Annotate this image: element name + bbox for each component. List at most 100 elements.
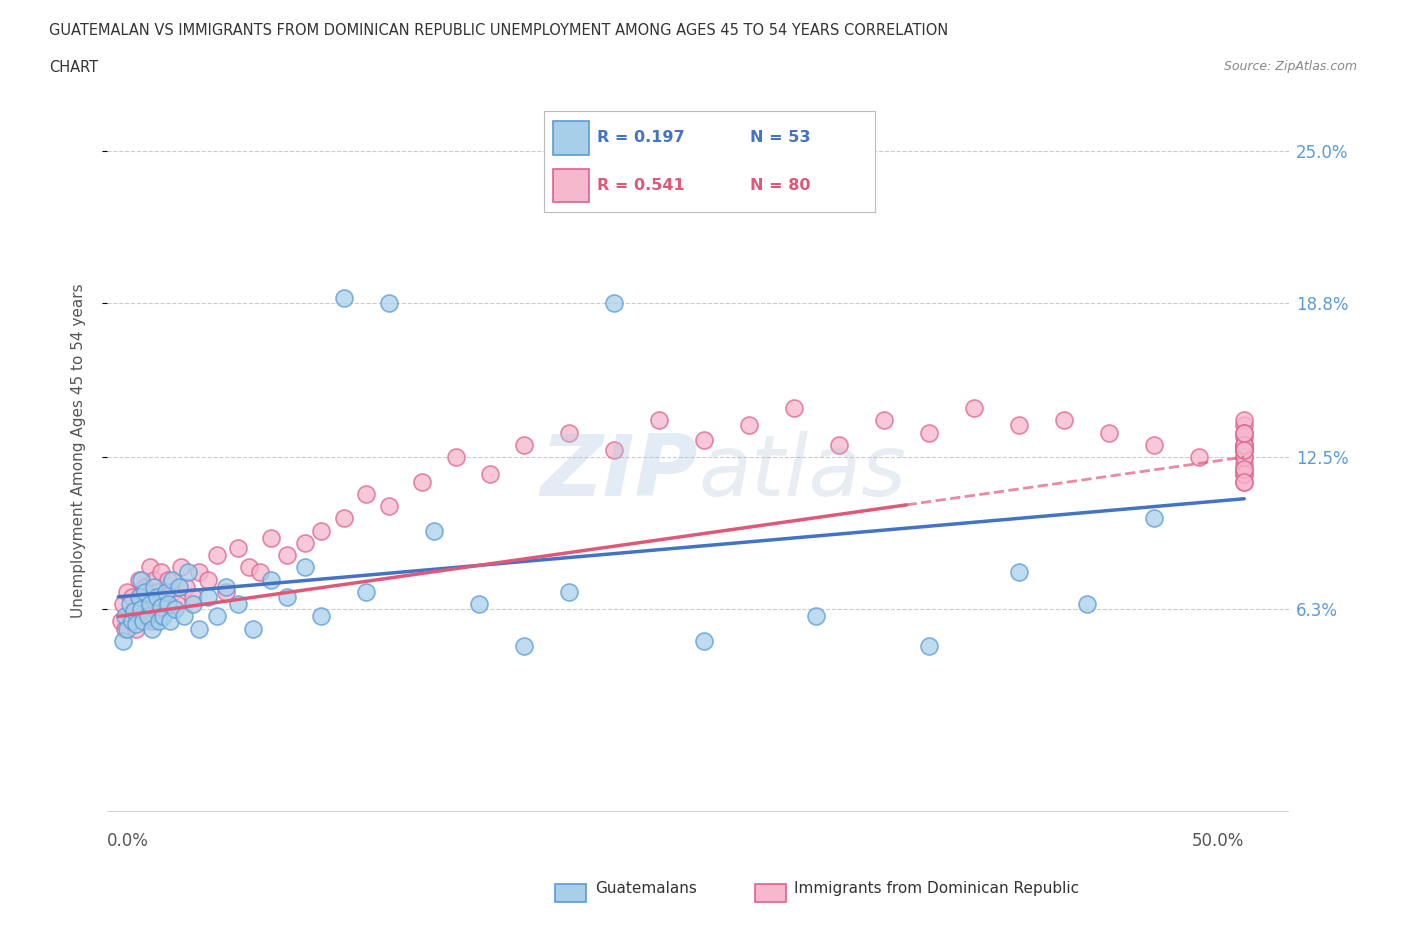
Point [1233,474,1256,489]
Point [118,609,141,624]
Point [1233,430,1256,445]
Point [226,540,249,555]
Point [111,633,134,648]
Point [1233,437,1256,452]
Point [121,590,143,604]
Point [121,614,143,629]
Point [918,638,941,653]
Point [276,548,298,563]
Point [1098,425,1121,440]
Point [1143,437,1166,452]
Point [117,584,139,599]
Point [557,425,579,440]
Point [557,584,579,599]
Point [260,572,283,587]
Text: GUATEMALAN VS IMMIGRANTS FROM DOMINICAN REPUBLIC UNEMPLOYMENT AMONG AGES 45 TO 5: GUATEMALAN VS IMMIGRANTS FROM DOMINICAN … [49,23,949,38]
Point [294,560,316,575]
Point [128,572,150,587]
Point [1233,443,1256,458]
Point [159,614,181,629]
Text: Guatemalans: Guatemalans [595,881,696,896]
Point [156,572,179,587]
Point [1233,449,1256,464]
Point [512,638,534,653]
Point [1233,474,1256,489]
Point [136,609,159,624]
Point [143,572,166,587]
Point [354,486,377,501]
Point [148,614,170,629]
Point [693,633,716,648]
Text: atlas: atlas [699,432,905,514]
Point [1233,418,1256,432]
Point [242,621,264,636]
Point [132,614,155,629]
Text: Immigrants from Dominican Republic: Immigrants from Dominican Republic [794,881,1080,896]
Point [111,597,134,612]
Point [1188,449,1211,464]
Point [143,579,166,594]
Point [873,413,896,428]
Point [1053,413,1076,428]
Point [354,584,377,599]
Point [332,290,354,305]
Point [150,599,173,614]
Point [174,579,197,594]
Point [155,584,177,599]
Point [1143,511,1166,525]
Point [215,584,238,599]
Point [188,565,211,579]
Point [170,560,193,575]
Point [125,617,148,631]
Point [1233,443,1256,458]
Point [467,597,489,612]
Text: CHART: CHART [49,60,98,75]
Point [478,467,501,482]
Point [148,602,170,617]
Point [188,621,211,636]
Point [238,560,260,575]
Point [1233,462,1256,477]
Point [152,590,174,604]
Point [828,437,851,452]
Point [226,597,249,612]
Point [163,602,186,617]
Point [444,449,467,464]
Point [150,565,173,579]
Point [1233,437,1256,452]
Point [377,295,399,310]
Point [693,432,716,447]
Point [128,590,150,604]
Point [1233,443,1256,458]
Point [122,604,145,619]
Point [207,548,229,563]
Point [1233,449,1256,464]
Point [118,597,141,612]
Point [512,437,534,452]
Point [114,621,136,636]
Point [422,524,444,538]
Point [152,609,174,624]
Point [1233,413,1256,428]
Point [1233,457,1256,472]
Point [117,621,139,636]
Point [309,524,332,538]
Point [377,498,399,513]
Text: ZIP: ZIP [540,432,699,514]
Point [136,597,159,612]
Point [1233,467,1256,482]
Point [1233,437,1256,452]
Point [134,584,156,599]
Point [249,565,271,579]
Point [276,590,298,604]
Point [309,609,332,624]
Point [963,401,986,416]
Point [132,609,155,624]
Point [141,621,163,636]
Point [162,572,184,587]
Point [145,590,167,604]
Point [1008,565,1031,579]
Point [162,584,184,599]
Point [918,425,941,440]
Point [129,602,152,617]
